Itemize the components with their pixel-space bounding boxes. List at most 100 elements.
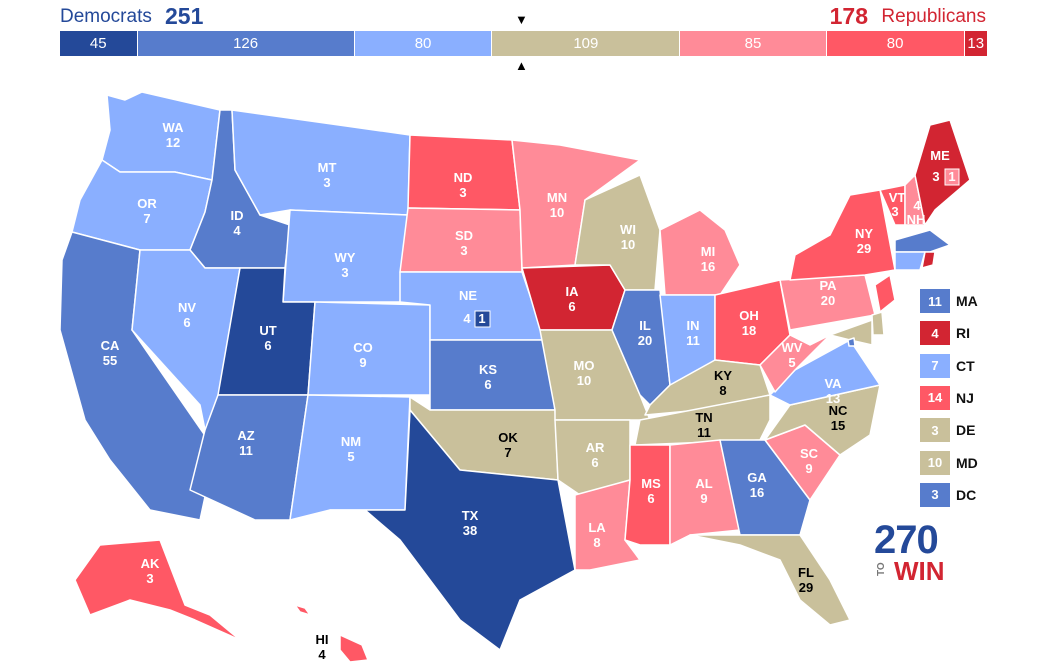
state-DC[interactable] (847, 337, 856, 347)
democrats-total: 251 (165, 3, 204, 29)
label-NE-ev: 4 (463, 311, 471, 326)
label-ME-ev: 3 (932, 169, 939, 184)
republicans-total: 178 (829, 3, 868, 29)
legend-ev-box[interactable]: 10 (920, 450, 950, 475)
label-NM: NM 5 (341, 434, 361, 464)
label-IN: IN 11 (686, 318, 700, 348)
state-HI-big-island[interactable] (339, 634, 369, 663)
label-NH: 4 NH (907, 198, 926, 227)
label-ME: ME (930, 148, 950, 163)
logo-win: WIN (894, 556, 945, 586)
state-FL[interactable] (689, 534, 851, 626)
state-NY[interactable] (789, 189, 896, 281)
state-MA[interactable] (894, 229, 951, 253)
legend-row-DE[interactable]: 3 DE (920, 418, 976, 443)
label-LA: LA 8 (588, 520, 606, 550)
legend-state-abbr: RI (956, 325, 970, 342)
label-WA: WA 12 (163, 120, 185, 150)
state-ME[interactable] (914, 119, 971, 226)
bar-segment-likely_dem: 126 (137, 31, 355, 56)
label-MT: MT 3 (318, 160, 337, 190)
me-district-box (944, 168, 960, 186)
electoral-vote-bar: 45 126 80 109 85 80 13 (60, 31, 987, 56)
legend-state-abbr: CT (956, 357, 975, 374)
ne-district-box (474, 310, 491, 328)
label-IA: IA 6 (566, 284, 580, 314)
bar-segment-likely_rep: 80 (826, 31, 965, 56)
legend-ev-box[interactable]: 3 (920, 418, 950, 443)
bar-segment-lean_rep: 85 (680, 31, 827, 56)
label-AL: AL 9 (695, 476, 712, 506)
state-CT[interactable] (894, 251, 926, 271)
label-OH: OH 18 (739, 308, 759, 338)
label-FL: FL 29 (798, 565, 814, 595)
state-HI[interactable] (294, 604, 311, 616)
label-SC: SC 9 (800, 446, 819, 476)
legend-ev-box[interactable]: 4 (920, 321, 950, 346)
legend-row-NJ[interactable]: 14 NJ (920, 385, 974, 410)
label-KY: KY 8 (714, 368, 732, 398)
electoral-header: Democrats 251 178 Republicans ▼ 45 126 80 1… (0, 0, 1050, 80)
state-NJ[interactable] (874, 274, 896, 313)
label-CA: CA 55 (101, 338, 120, 368)
bar-segment-safe_dem: 45 (60, 31, 138, 56)
label-GA: GA 16 (747, 470, 767, 500)
state-RI[interactable] (921, 251, 936, 269)
label-NC: NC 15 (829, 403, 848, 433)
label-NY: NY 29 (855, 226, 873, 256)
label-AK: AK 3 (141, 556, 160, 586)
label-OK: OK 7 (498, 430, 518, 460)
bar-segment-lean_dem: 80 (354, 31, 493, 56)
label-ID: ID 4 (231, 208, 244, 238)
legend-state-abbr: MA (956, 293, 978, 309)
legend-row-RI[interactable]: 4 RI (920, 321, 970, 346)
legend-ev-box[interactable]: 7 (920, 353, 950, 378)
logo-number: 270 (874, 518, 939, 562)
bar-segment-safe_rep: 13 (964, 31, 987, 56)
legend-ev-box[interactable]: 14 (920, 385, 950, 410)
legend-ev-box[interactable]: 11 (920, 289, 950, 313)
state-TX[interactable] (329, 409, 576, 651)
label-MI: MI 16 (701, 244, 715, 274)
legend-row-MA[interactable]: 11 MA (920, 289, 978, 313)
label-WI: WI 10 (620, 222, 636, 252)
midpoint-up-arrow-icon: ▲ (515, 58, 528, 73)
label-VA: VA 13 (824, 376, 842, 406)
label-KS: KS 6 (479, 362, 497, 392)
state-GA[interactable] (719, 439, 811, 536)
label-ME-district: 1 (948, 169, 955, 184)
label-WV: WV 5 (782, 340, 803, 370)
label-IL: IL 20 (638, 318, 652, 348)
state-TN[interactable] (634, 394, 771, 446)
label-CO: CO 9 (353, 340, 373, 370)
label-WY: WY 3 (335, 250, 356, 280)
state-MD[interactable] (829, 319, 873, 346)
state-DE[interactable] (871, 311, 885, 336)
legend-state-abbr: DC (956, 486, 977, 503)
legend-row-CT[interactable]: 7 CT (920, 353, 975, 378)
label-NE: NE (459, 288, 477, 303)
legend-state-abbr: NJ (956, 389, 974, 406)
legend-ev-box[interactable]: 3 (920, 482, 950, 507)
label-MN: MN 10 (547, 190, 567, 220)
republicans-label: Republicans (881, 6, 986, 27)
label-NV: NV 6 (178, 300, 196, 330)
270-to-win-logo[interactable]: 270 TO WIN (874, 518, 954, 588)
label-OR: OR 7 (137, 196, 157, 226)
label-TX: TX 38 (462, 508, 479, 538)
label-TN: TN 11 (695, 410, 712, 440)
legend-row-MD[interactable]: 10 MD (920, 450, 978, 475)
label-NE-district: 1 (478, 311, 485, 326)
legend-row-DC[interactable]: 3 DC (920, 482, 977, 507)
state-WA[interactable] (101, 91, 221, 181)
democrats-label: Democrats (60, 6, 152, 27)
label-MO: MO 10 (574, 358, 595, 388)
label-UT: UT 6 (259, 323, 276, 353)
state-AK[interactable] (74, 539, 241, 641)
label-SD: SD 3 (455, 228, 473, 258)
state-AL[interactable] (669, 439, 741, 546)
label-ND: ND 3 (454, 170, 473, 200)
legend-state-abbr: DE (956, 422, 976, 439)
label-MS: MS 6 (641, 476, 661, 506)
